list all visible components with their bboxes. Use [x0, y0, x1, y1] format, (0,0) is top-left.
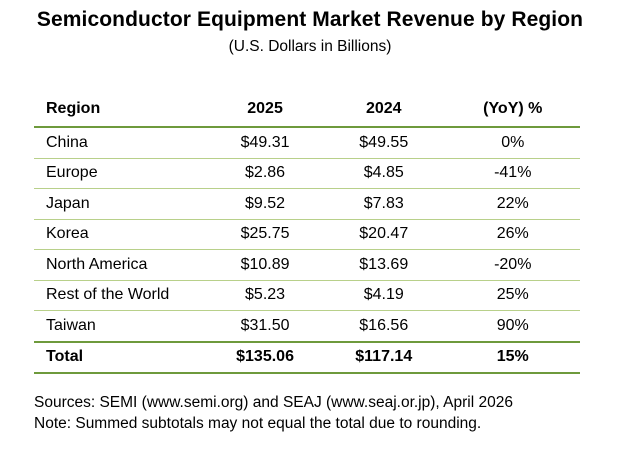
total-2025: $135.06 — [208, 341, 322, 374]
cell-2024: $4.85 — [322, 158, 446, 189]
cell-region: China — [34, 127, 209, 159]
cell-2024: $49.55 — [322, 127, 446, 159]
cell-region: Taiwan — [34, 310, 209, 343]
table-row: North America $10.89 $13.69 -20% — [34, 249, 580, 281]
total-row: Total $135.06 $117.14 15% — [34, 341, 580, 374]
cell-yoy: 90% — [445, 310, 580, 343]
sources-text: Sources: SEMI (www.semi.org) and SEAJ (w… — [34, 394, 513, 411]
cell-region: Korea — [34, 219, 209, 250]
cell-yoy: 0% — [445, 127, 580, 159]
cell-yoy: 22% — [445, 188, 580, 220]
cell-2025: $10.89 — [208, 249, 322, 281]
page-title: Semiconductor Equipment Market Revenue b… — [36, 8, 584, 31]
header-yoy: (YoY) % — [445, 92, 580, 128]
cell-2024: $20.47 — [322, 219, 446, 250]
total-2024: $117.14 — [322, 341, 446, 374]
table-row: Japan $9.52 $7.83 22% — [34, 188, 580, 220]
cell-2025: $5.23 — [208, 280, 322, 311]
table-row: Korea $25.75 $20.47 26% — [34, 219, 580, 250]
total-yoy: 15% — [445, 341, 580, 374]
cell-2025: $2.86 — [208, 158, 322, 189]
table-row: Europe $2.86 $4.85 -41% — [34, 158, 580, 189]
cell-2025: $31.50 — [208, 310, 322, 343]
cell-region: Europe — [34, 158, 209, 189]
table-row: Rest of the World $5.23 $4.19 25% — [34, 280, 580, 311]
total-label: Total — [34, 341, 209, 374]
cell-region: Rest of the World — [34, 280, 209, 311]
table-row: China $49.31 $49.55 0% — [34, 127, 580, 159]
cell-2025: $25.75 — [208, 219, 322, 250]
footer-notes: Sources: SEMI (www.semi.org) and SEAJ (w… — [34, 392, 513, 434]
cell-region: North America — [34, 249, 209, 281]
cell-yoy: 25% — [445, 280, 580, 311]
cell-region: Japan — [34, 188, 209, 220]
cell-yoy: -20% — [445, 249, 580, 281]
cell-2025: $9.52 — [208, 188, 322, 220]
cell-2024: $13.69 — [322, 249, 446, 281]
note-text: Note: Summed subtotals may not equal the… — [34, 415, 482, 432]
cell-yoy: -41% — [445, 158, 580, 189]
header-2024: 2024 — [322, 92, 446, 128]
page-subtitle: (U.S. Dollars in Billions) — [228, 38, 392, 55]
table-header-row: Region 2025 2024 (YoY) % — [34, 92, 580, 128]
revenue-table: Region 2025 2024 (YoY) % China $49.31 $4… — [34, 92, 580, 374]
cell-yoy: 26% — [445, 219, 580, 250]
cell-2024: $16.56 — [322, 310, 446, 343]
header-region: Region — [34, 92, 209, 128]
table-row: Taiwan $31.50 $16.56 90% — [34, 310, 580, 343]
header-2025: 2025 — [208, 92, 322, 128]
cell-2025: $49.31 — [208, 127, 322, 159]
cell-2024: $4.19 — [322, 280, 446, 311]
cell-2024: $7.83 — [322, 188, 446, 220]
